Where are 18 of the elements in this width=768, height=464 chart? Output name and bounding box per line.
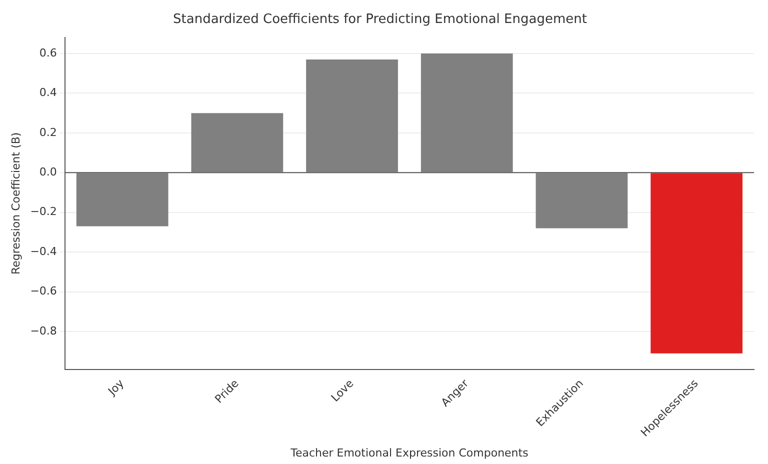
- y-tick-label: 0.2: [39, 126, 57, 139]
- y-axis-title: Regression Coefficient (B): [9, 132, 22, 275]
- x-tick-label: Joy: [104, 376, 127, 398]
- y-tick-label: 0.6: [39, 46, 57, 60]
- chart-title: Standardized Coefficients for Predicting Emotional Engagement: [173, 12, 587, 28]
- x-axis-title: Teacher Emotional Expression Components: [290, 446, 529, 460]
- bar: [536, 173, 628, 228]
- y-tick-label: −0.6: [30, 284, 57, 298]
- bar: [76, 173, 168, 226]
- bar: [650, 173, 743, 354]
- bar: [420, 53, 513, 172]
- bar: [191, 113, 284, 172]
- bar: [306, 59, 398, 172]
- y-tick-label: −0.2: [30, 205, 57, 218]
- y-tick-label: 0.0: [39, 166, 57, 179]
- y-tick-label: 0.4: [39, 86, 57, 100]
- y-tick-label: −0.8: [30, 324, 57, 338]
- y-tick-label: −0.4: [30, 244, 57, 258]
